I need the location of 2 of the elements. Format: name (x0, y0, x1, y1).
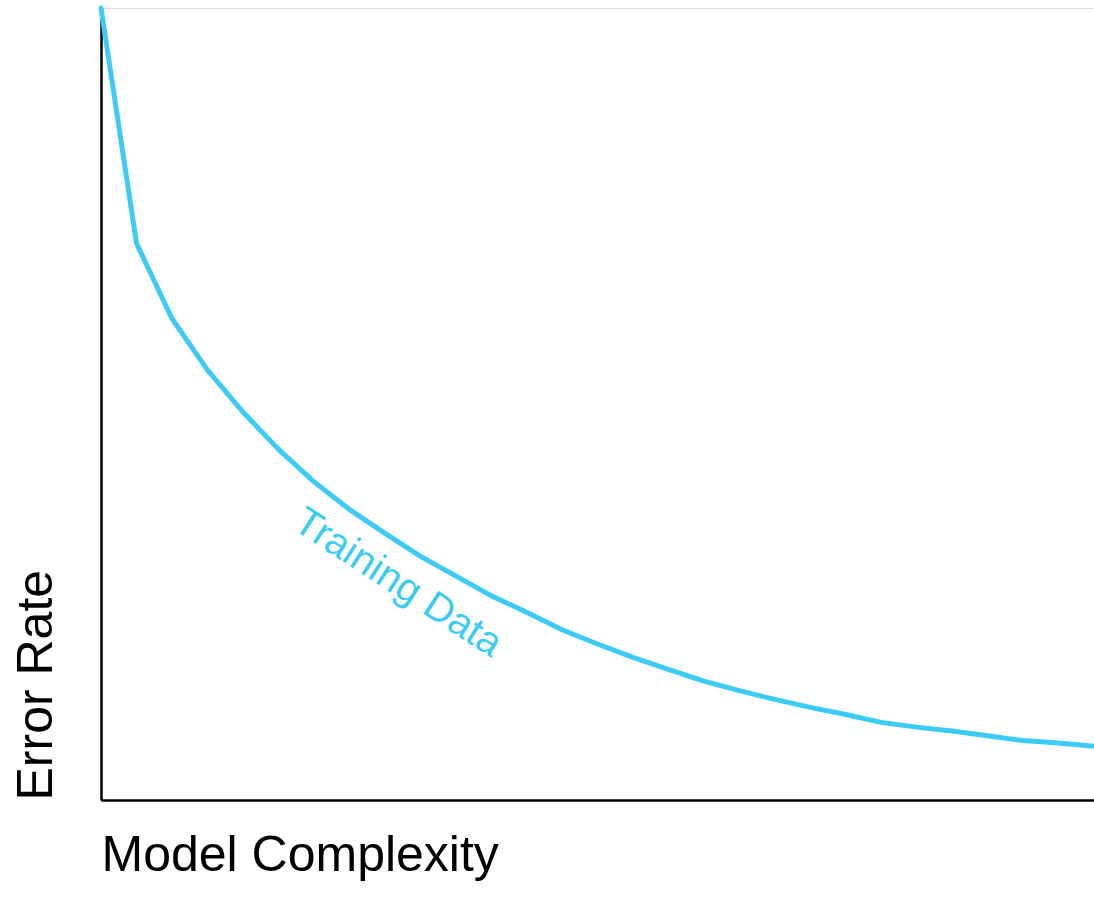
y-axis-title: Error Rate (6, 569, 63, 801)
x-axis-title: Model Complexity (101, 825, 499, 882)
